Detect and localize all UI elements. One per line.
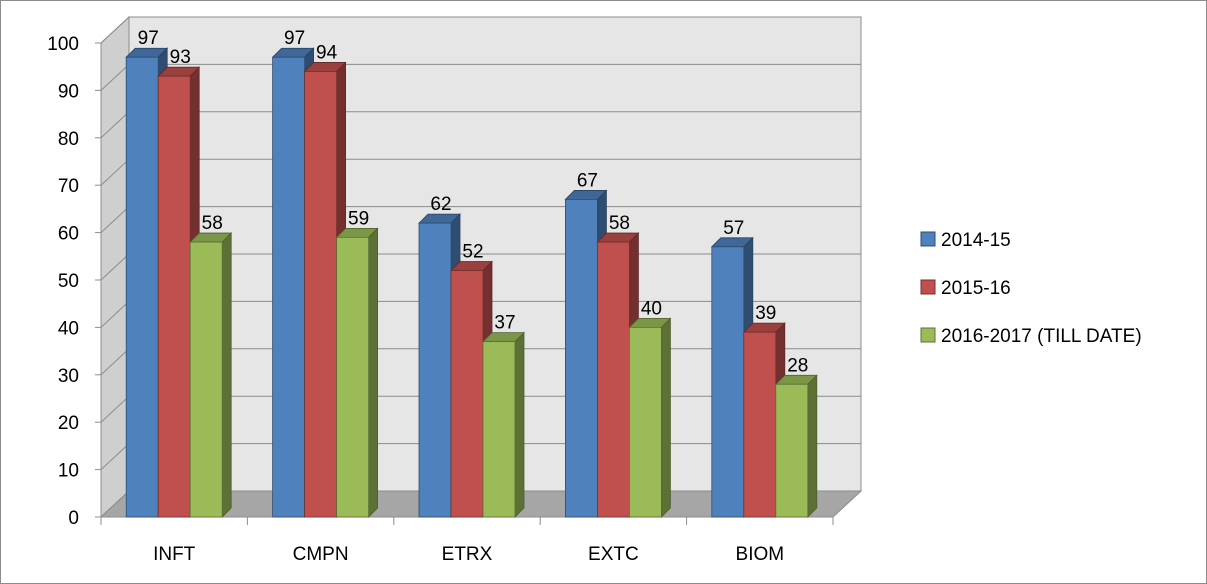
y-tick-labels: 0 10 20 30 40 50 60 70 80 90 100 <box>47 34 79 529</box>
bar-front <box>743 331 777 518</box>
bar <box>450 260 493 518</box>
bar <box>189 232 233 518</box>
data-labels: 97 93 58 97 94 59 62 52 37 67 58 40 57 39 28 <box>138 28 809 376</box>
bar-front <box>629 326 662 518</box>
bar <box>482 331 525 518</box>
legend-label: 2016-2017 (TILL DATE) <box>941 326 1142 347</box>
bar-front <box>189 241 223 518</box>
y-tick-label: 20 <box>58 413 79 434</box>
y-tick-label: 50 <box>58 271 79 292</box>
legend: 2014-15 2015-16 2016-2017 (TILL DATE) <box>920 230 1142 347</box>
y-tick-label: 60 <box>58 224 79 245</box>
data-label: 94 <box>316 42 338 63</box>
y-tick-label: 40 <box>58 318 79 339</box>
bar-front <box>304 71 338 518</box>
y-tick-label: 80 <box>58 129 79 150</box>
bar-front <box>450 270 484 518</box>
data-label: 52 <box>462 242 483 263</box>
y-tick-label: 30 <box>58 366 79 387</box>
data-label: 37 <box>494 313 515 334</box>
data-label: 28 <box>787 355 808 376</box>
data-label: 59 <box>348 208 369 229</box>
bar-front <box>482 341 516 518</box>
x-tick-label: INFT <box>153 544 196 565</box>
bar-side <box>661 317 671 518</box>
bar-side <box>368 227 379 518</box>
bar-front <box>565 199 598 518</box>
y-tick-label: 100 <box>47 34 79 55</box>
x-tick-label: ETRX <box>442 544 493 565</box>
bar-front <box>418 222 452 518</box>
data-label: 39 <box>755 303 776 324</box>
x-tick-labels: INFT CMPN ETRX EXTC BIOM <box>153 544 784 565</box>
legend-swatch <box>920 279 936 295</box>
bar-front <box>597 241 630 518</box>
legend-label: 2014-15 <box>941 230 1011 251</box>
data-label: 58 <box>609 213 630 234</box>
data-label: 93 <box>170 47 191 68</box>
legend-swatch <box>920 231 936 247</box>
x-tick-label: BIOM <box>736 544 785 565</box>
legend-label: 2015-16 <box>941 278 1011 299</box>
bar-front <box>711 246 745 518</box>
y-tick-label: 70 <box>58 176 79 197</box>
x-tick-label: EXTC <box>588 544 639 565</box>
bar <box>335 227 379 518</box>
data-label: 57 <box>723 218 744 239</box>
y-tick-label: 90 <box>58 81 79 102</box>
bar <box>774 374 818 518</box>
y-tick-label: 0 <box>68 508 79 529</box>
bar-side <box>221 232 232 518</box>
bars <box>125 47 818 518</box>
legend-swatch <box>920 327 936 343</box>
data-label: 58 <box>202 213 223 234</box>
bar <box>628 317 672 518</box>
bar-side <box>807 374 818 518</box>
bar-front <box>125 56 159 518</box>
bar-front <box>272 56 306 518</box>
x-tick-label: CMPN <box>293 544 349 565</box>
data-label: 97 <box>138 28 159 49</box>
gridline <box>100 16 861 44</box>
data-label: 62 <box>430 194 451 215</box>
y-tick-label: 10 <box>58 461 79 482</box>
data-label: 67 <box>577 170 598 191</box>
bar-side <box>514 331 525 518</box>
data-label: 40 <box>641 298 662 319</box>
bar-front <box>157 75 191 518</box>
bar-front <box>336 236 370 518</box>
bar-front <box>775 383 809 518</box>
data-label: 97 <box>284 28 305 49</box>
